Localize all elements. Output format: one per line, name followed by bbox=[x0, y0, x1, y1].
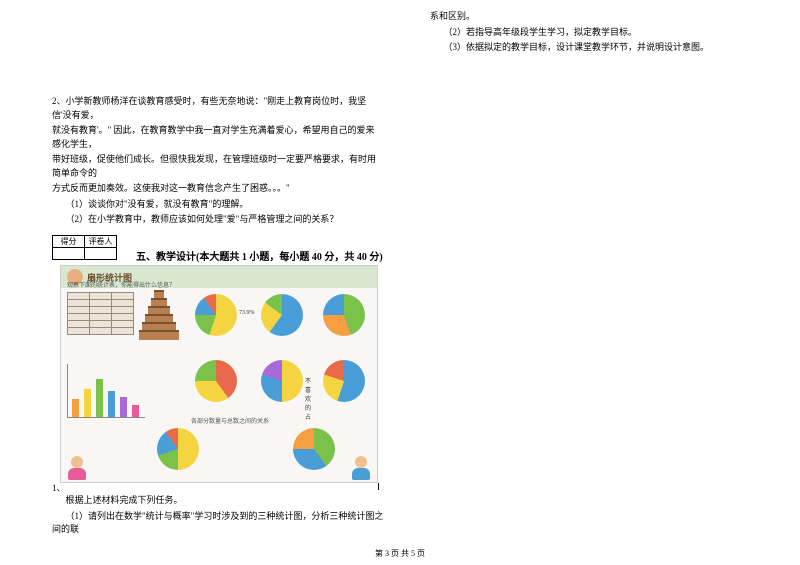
text-line: 方式反而更加奏效。这使我对这一教育信念产生了困惑。。。" bbox=[52, 182, 382, 196]
text-line: （2）在小学教育中，教师应该如何处理"爱"与严格管理之间的关系？ bbox=[52, 213, 382, 227]
page-number: 第 3 页 共 5 页 bbox=[0, 548, 800, 559]
grader-header: 评卷人 bbox=[85, 236, 117, 248]
student-avatar-icon bbox=[349, 456, 373, 480]
bar bbox=[72, 399, 79, 417]
bar bbox=[108, 391, 115, 417]
grader-cell bbox=[85, 248, 117, 260]
bar bbox=[96, 379, 103, 417]
student-avatar-icon bbox=[65, 456, 89, 480]
text-line: 根据上述材料完成下列任务。 bbox=[52, 494, 392, 508]
bar-chart bbox=[67, 364, 145, 418]
pie-chart bbox=[323, 360, 365, 402]
figure-note: 各部分数量与总数之间的关系 bbox=[191, 416, 311, 425]
page: 系和区别。 （2）若指导高年级段学生学习，拟定教学目标。 （3）依据拟定的教学目… bbox=[0, 0, 800, 565]
bottom-text: 根据上述材料完成下列任务。 （1）请列出在数学"统计与概率"学习时涉及到的三种统… bbox=[52, 486, 392, 539]
pie-chart: 不喜欢的占 bbox=[261, 360, 303, 402]
bar bbox=[84, 389, 91, 417]
pie-chart bbox=[323, 294, 365, 336]
text-line: 带好班级，促使他们成长。但很快我发现，在管理班级时一定要严格要求，有时用简单命令… bbox=[52, 153, 382, 180]
pie-chart bbox=[261, 294, 303, 336]
pie-chart: 73.9% bbox=[195, 294, 237, 336]
pie-chart bbox=[195, 360, 237, 402]
pie-label: 不喜欢的占 bbox=[305, 376, 311, 421]
right-column: 系和区别。 （2）若指导高年级段学生学习，拟定教学目标。 （3）依据拟定的教学目… bbox=[430, 10, 760, 57]
score-table: 得分 评卷人 bbox=[52, 235, 117, 260]
score-header: 得分 bbox=[53, 236, 85, 248]
text-line: （2）若指导高年级段学生学习，拟定教学目标。 bbox=[430, 26, 760, 40]
question-2: 2、小学新教师杨洋在谈教育感受时，有些无奈地说："刚走上教育岗位时，我坚信'没有… bbox=[52, 95, 382, 229]
score-cell bbox=[53, 248, 85, 260]
text-line: （3）依据拟定的教学目标，设计课堂教学环节，并说明设计意图。 bbox=[430, 41, 760, 55]
text-line: 系和区别。 bbox=[430, 10, 760, 24]
pie-chart bbox=[293, 428, 335, 470]
data-table bbox=[67, 292, 134, 335]
text-line: （1）谈谈你对"没有爱，就没有教育"的理解。 bbox=[52, 198, 382, 212]
bar bbox=[120, 397, 127, 417]
text-line: 就没有教育'。" 因此，在教育教学中我一直对学生充满着爱心，希望用自己的爱来感化… bbox=[52, 124, 382, 151]
text-line: 2、小学新教师杨洋在谈教育感受时，有些无奈地说："刚走上教育岗位时，我坚信'没有… bbox=[52, 95, 382, 122]
bar bbox=[132, 405, 139, 417]
pagoda-icon bbox=[139, 290, 179, 350]
section-title: 五、教学设计(本大题共 1 小题，每小题 40 分，共 40 分) bbox=[136, 248, 383, 263]
textbook-figure: 扇形统计图 观察下面的统计表，你能得出什么信息？ 73.9%不喜欢的占 各部分数… bbox=[60, 265, 378, 483]
pie-label: 73.9% bbox=[239, 310, 255, 316]
score-box: 得分 评卷人 bbox=[52, 235, 117, 260]
figure-caption: 观察下面的统计表，你能得出什么信息？ bbox=[67, 280, 175, 289]
text-line: （1）请列出在数学"统计与概率"学习时涉及到的三种统计图，分析三种统计图之间的联 bbox=[52, 510, 392, 537]
pie-chart bbox=[157, 428, 199, 470]
figure-body: 观察下面的统计表，你能得出什么信息？ 73.9%不喜欢的占 各部分数量与总数之间… bbox=[61, 288, 377, 484]
